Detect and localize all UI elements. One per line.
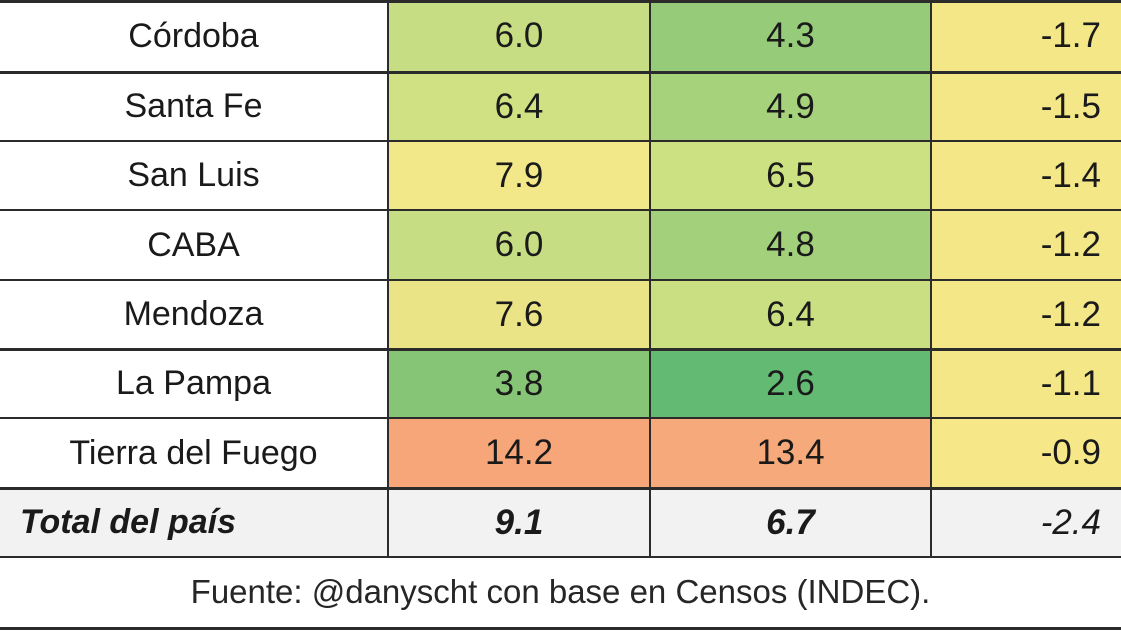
change-cell: -1.1 [930,349,1121,418]
region-cell: Mendoza [123,295,264,333]
table-row: CABA 6.0 4.8 -1.2 [0,210,1121,280]
row-divider [0,0,1121,3]
total-value: 9.1 [387,488,649,557]
table-row: Santa Fe 6.4 4.9 -1.5 [0,72,1121,141]
region-cell: CABA [147,225,240,264]
table-row: La Pampa 3.8 2.6 -1.1 [0,349,1121,418]
change-cell: -1.2 [930,280,1121,349]
change-cell: -1.5 [930,72,1121,141]
region-cell: Tierra del Fuego [69,433,318,472]
value-cell: 4.9 [649,72,930,141]
row-divider [0,279,1121,281]
table-row: Mendoza 7.6 6.4 -1.2 [0,280,1121,349]
row-divider [0,487,1121,490]
value-cell: 2.6 [649,349,930,418]
change-cell: -1.2 [930,210,1121,280]
change-cell: -0.9 [930,418,1121,488]
source-note: Fuente: @danyscht con base en Censos (IN… [190,573,931,610]
value-cell: 6.0 [387,210,649,280]
row-divider [0,417,1121,419]
value-cell: 6.4 [387,72,649,141]
region-cell: Santa Fe [124,87,263,125]
region-cell: Córdoba [128,16,259,55]
total-row: Total del país 9.1 6.7 -2.4 [0,488,1121,557]
bottom-rule [0,627,1121,630]
value-cell: 3.8 [387,349,649,418]
total-value: 6.7 [649,488,930,557]
change-cell: -1.4 [930,141,1121,210]
value-cell: 6.0 [387,0,649,72]
row-divider [0,209,1121,211]
value-cell: 14.2 [387,418,649,488]
row-divider [0,140,1121,142]
row-divider [0,348,1121,351]
row-divider [0,71,1121,74]
total-label: Total del país [20,503,237,541]
table-row: Tierra del Fuego 14.2 13.4 -0.9 [0,418,1121,488]
value-cell: 6.4 [649,280,930,349]
value-cell: 7.6 [387,280,649,349]
row-divider [0,556,1121,558]
table-row: San Luis 7.9 6.5 -1.4 [0,141,1121,210]
value-cell: 13.4 [649,418,930,488]
value-cell: 6.5 [649,141,930,210]
total-value: -2.4 [930,488,1121,557]
table-row: Córdoba 6.0 4.3 -1.7 [0,0,1121,72]
value-cell: 7.9 [387,141,649,210]
region-cell: La Pampa [116,364,271,402]
change-cell: -1.7 [930,0,1121,72]
value-cell: 4.8 [649,210,930,280]
value-cell: 4.3 [649,0,930,72]
region-cell: San Luis [127,156,260,194]
